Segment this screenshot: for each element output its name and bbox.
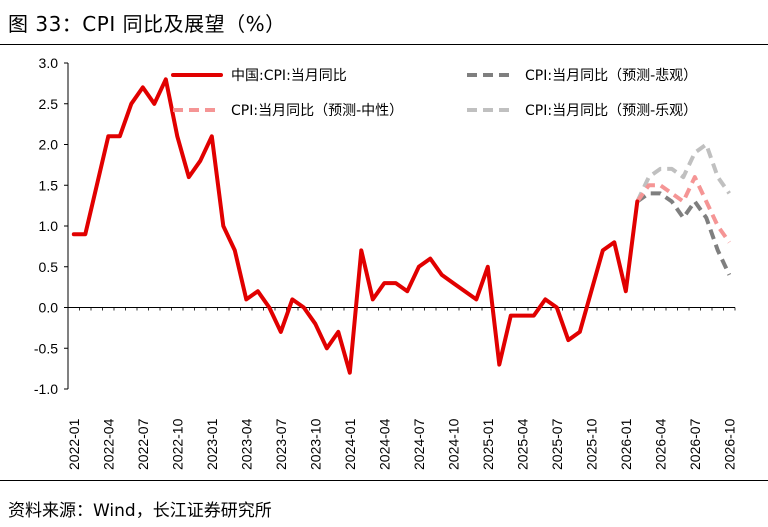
x-tick-label: 2024-01	[342, 418, 358, 470]
y-tick-label: 2.5	[39, 96, 59, 112]
x-tick-label: 2022-01	[66, 418, 82, 470]
y-tick-label: 0.0	[39, 300, 59, 316]
x-tick-label: 2026-10	[721, 418, 737, 470]
x-tick-label: 2022-07	[135, 418, 151, 470]
y-tick-label: -1.0	[34, 381, 58, 397]
x-tick-label: 2023-04	[238, 418, 254, 470]
x-tick-label: 2026-07	[687, 418, 703, 470]
figure-title: 图 33：CPI 同比及展望（%）	[8, 12, 286, 36]
title-rule	[0, 44, 768, 45]
x-tick-label: 2024-10	[445, 418, 461, 470]
series-line-2	[636, 191, 732, 276]
x-tick-label: 2023-07	[273, 418, 289, 470]
y-tick-label: 3.0	[39, 55, 59, 71]
x-tick-label: 2022-04	[100, 418, 116, 470]
x-tick-label: 2025-07	[549, 418, 565, 470]
x-tick-label: 2024-07	[411, 418, 427, 470]
x-tick-label: 2025-10	[583, 418, 599, 470]
series-line-3	[635, 142, 731, 203]
legend-label: 中国:CPI:当月同比	[231, 68, 347, 84]
y-tick-label: 2.0	[39, 137, 59, 153]
source-note: 资料来源：Wind，长江证券研究所	[8, 501, 272, 521]
series-line-1	[635, 175, 731, 244]
chart-axes: 3.0 2.5 2.0 1.5 1.0 0.5 0.0 -0.5 -1.0 2022-01 2022…	[34, 55, 737, 470]
x-tick-label: 2024-04	[376, 418, 392, 470]
chart-lines	[71, 77, 732, 375]
x-tick-label: 2025-01	[480, 418, 496, 470]
x-tick-label: 2023-01	[204, 418, 220, 470]
legend-label: CPI:当月同比（预测-悲观）	[525, 67, 697, 84]
chart-legend: 中国:CPI:当月同比 CPI:当月同比（预测-悲观） CPI:当月同比（预测-中性…	[171, 67, 697, 119]
x-tick-label: 2022-10	[169, 418, 185, 470]
x-tick-label: 2025-04	[514, 418, 530, 470]
source-rule	[0, 480, 768, 481]
legend-label: CPI:当月同比（预测-中性）	[231, 103, 403, 119]
y-tick-label: 1.5	[39, 177, 59, 193]
x-tick-label: 2026-01	[618, 418, 634, 470]
y-tick-label: -0.5	[34, 340, 58, 356]
x-tick-label: 2026-04	[652, 418, 668, 470]
y-tick-label: 1.0	[39, 218, 59, 234]
series-line-0	[71, 77, 640, 375]
legend-label: CPI:当月同比（预测-乐观）	[525, 103, 697, 119]
x-tick-label: 2023-10	[307, 418, 323, 470]
y-tick-label: 0.5	[39, 259, 59, 275]
